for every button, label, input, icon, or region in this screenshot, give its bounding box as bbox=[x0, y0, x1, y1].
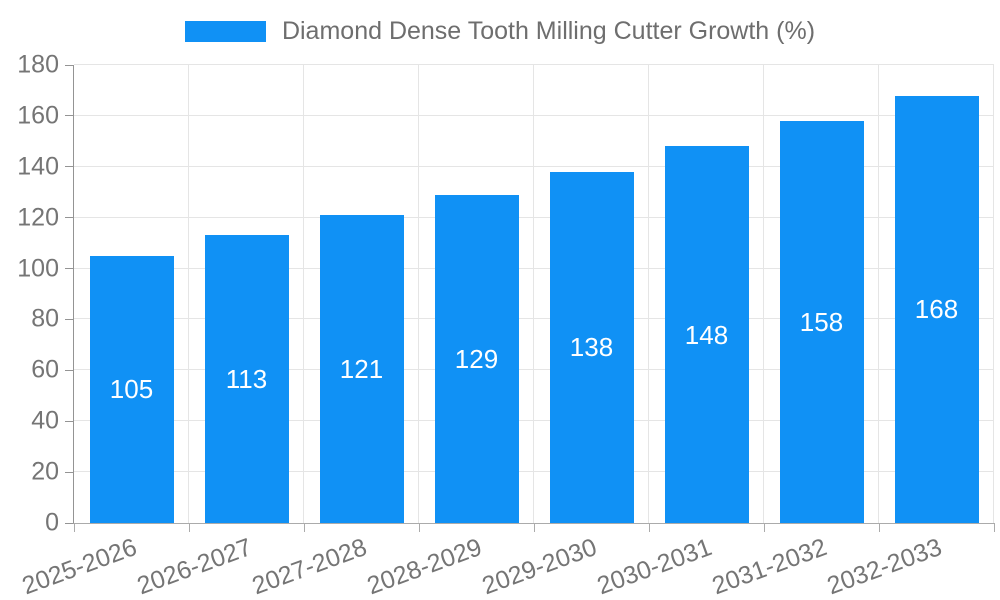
bar-2031-2032[interactable]: 158 bbox=[779, 120, 864, 523]
x-axis-tick-label: 2025-2026 bbox=[18, 533, 141, 600]
y-axis-tick bbox=[65, 217, 73, 219]
horizontal-gridline bbox=[74, 165, 994, 167]
x-axis-tick-label: 2027-2028 bbox=[248, 533, 371, 600]
y-axis-tick-label: 160 bbox=[17, 101, 59, 130]
y-axis-tick-label: 120 bbox=[17, 203, 59, 232]
y-axis-tick-label: 180 bbox=[17, 50, 59, 79]
bar-2025-2026[interactable]: 105 bbox=[89, 255, 174, 523]
bar-2027-2028[interactable]: 121 bbox=[319, 215, 404, 523]
y-axis-tick bbox=[65, 166, 73, 168]
x-axis-tick-label: 2031-2032 bbox=[708, 533, 831, 600]
x-axis-tick-label: 2028-2029 bbox=[363, 533, 486, 600]
x-axis-tick bbox=[73, 523, 75, 532]
legend-item[interactable]: Diamond Dense Tooth Milling Cutter Growt… bbox=[0, 17, 1000, 46]
vertical-gridline bbox=[648, 65, 649, 523]
x-axis-tick-label: 2029-2030 bbox=[478, 533, 601, 600]
bar-value-label: 105 bbox=[109, 374, 154, 405]
y-axis-tick bbox=[65, 318, 73, 320]
y-axis-tick-label: 20 bbox=[31, 457, 59, 486]
x-axis-tick bbox=[763, 523, 765, 532]
horizontal-gridline bbox=[74, 318, 994, 320]
bar-value-label: 158 bbox=[799, 306, 844, 337]
horizontal-gridline bbox=[74, 64, 994, 65]
horizontal-gridline bbox=[74, 420, 994, 422]
y-axis-tick bbox=[65, 369, 73, 371]
y-axis-tick-label: 0 bbox=[45, 508, 59, 537]
bar-2032-2033[interactable]: 168 bbox=[894, 95, 979, 523]
x-axis-tick bbox=[648, 523, 650, 532]
x-axis-tick-label: 2032-2033 bbox=[823, 533, 946, 600]
y-axis-tick bbox=[65, 64, 73, 66]
bar-value-label: 148 bbox=[684, 319, 729, 350]
y-axis-tick bbox=[65, 471, 73, 473]
vertical-gridline bbox=[763, 65, 764, 523]
bar-2029-2030[interactable]: 138 bbox=[549, 171, 634, 523]
y-axis-tick-label: 100 bbox=[17, 254, 59, 283]
y-axis-tick-label: 40 bbox=[31, 406, 59, 435]
x-axis-tick-label: 2026-2027 bbox=[133, 533, 256, 600]
plot-area: 0 20 40 60 80 100 120 140 160 180 105 2025-2026 113 2… bbox=[17, 52, 995, 600]
x-axis-tick bbox=[418, 523, 420, 532]
horizontal-gridline bbox=[74, 216, 994, 218]
x-axis-tick bbox=[993, 523, 995, 532]
x-axis-tick bbox=[303, 523, 305, 532]
vertical-gridline bbox=[993, 65, 994, 523]
vertical-gridline bbox=[188, 65, 189, 523]
bar-2026-2027[interactable]: 113 bbox=[204, 235, 289, 523]
bar-value-label: 113 bbox=[225, 364, 268, 395]
y-axis-tick bbox=[65, 522, 73, 524]
bar-value-label: 138 bbox=[569, 332, 614, 363]
x-axis-tick-label: 2030-2031 bbox=[593, 533, 716, 600]
bar-value-label: 168 bbox=[914, 294, 959, 325]
vertical-gridline bbox=[878, 65, 879, 523]
legend-swatch bbox=[184, 21, 266, 43]
y-axis-tick-label: 60 bbox=[31, 355, 59, 384]
x-axis-tick bbox=[533, 523, 535, 532]
horizontal-gridline bbox=[74, 267, 994, 269]
vertical-gridline bbox=[418, 65, 419, 523]
horizontal-gridline bbox=[74, 114, 994, 116]
horizontal-gridline bbox=[74, 369, 994, 371]
vertical-gridline bbox=[533, 65, 534, 523]
vertical-gridline bbox=[303, 65, 304, 523]
bar-value-label: 121 bbox=[339, 354, 384, 385]
x-axis-tick bbox=[188, 523, 190, 532]
horizontal-gridline bbox=[74, 471, 994, 473]
y-axis-tick-label: 140 bbox=[17, 152, 59, 181]
y-axis-tick bbox=[65, 420, 73, 422]
x-axis-tick bbox=[878, 523, 880, 532]
y-axis-tick bbox=[65, 268, 73, 270]
y-axis-tick bbox=[65, 115, 73, 117]
bar-2030-2031[interactable]: 148 bbox=[664, 146, 749, 523]
bar-2028-2029[interactable]: 129 bbox=[434, 194, 519, 523]
bar-value-label: 129 bbox=[454, 343, 499, 374]
y-axis-tick-label: 80 bbox=[31, 304, 59, 333]
legend-label: Diamond Dense Tooth Milling Cutter Growt… bbox=[281, 17, 816, 45]
